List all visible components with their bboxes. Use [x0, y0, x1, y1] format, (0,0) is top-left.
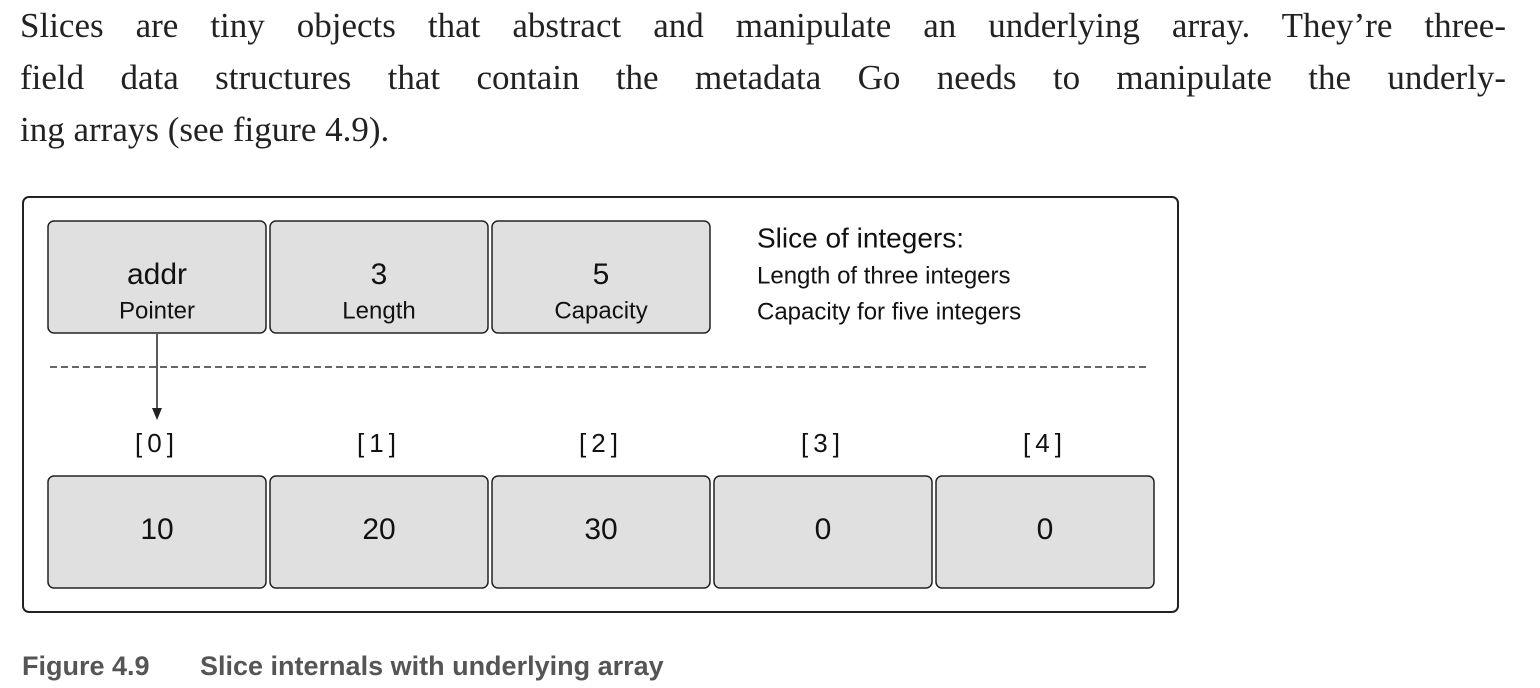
- array-index: [0]: [135, 428, 179, 458]
- caption-text: Slice internals with underlying array: [200, 651, 664, 681]
- paragraph-line: field data structures that contain the m…: [20, 58, 1506, 97]
- array-value: 30: [584, 513, 617, 546]
- arrow-head: [152, 408, 162, 420]
- cell-box: [491, 220, 711, 334]
- cell-box: [713, 475, 933, 589]
- array-index: [3]: [801, 428, 845, 458]
- field-value: addr: [127, 258, 187, 291]
- description-title: Slice of integers:: [757, 222, 964, 253]
- array-value: 0: [815, 513, 832, 546]
- cell-box: [269, 475, 489, 589]
- field-value: 3: [371, 258, 388, 291]
- field-label: Length: [342, 297, 415, 324]
- description-line: Capacity for five integers: [757, 298, 1021, 325]
- cell-box: [47, 220, 267, 334]
- description-line: Length of three integers: [757, 262, 1011, 289]
- figure-frame: [22, 196, 1179, 613]
- array-value: 20: [362, 513, 395, 546]
- field-label: Pointer: [119, 297, 195, 324]
- caption-number: Figure 4.9: [22, 651, 150, 681]
- cell-box: [935, 475, 1155, 589]
- cell-box: [491, 475, 711, 589]
- array-value: 0: [1037, 513, 1054, 546]
- field-label: Capacity: [554, 297, 647, 324]
- cell-box: [47, 475, 267, 589]
- paragraph-line: ing arrays (see figure 4.9).: [20, 110, 390, 149]
- paragraph-line: Slices are tiny objects that abstract an…: [20, 6, 1506, 45]
- array-index: [1]: [357, 428, 401, 458]
- paragraph: Slices are tiny objects that abstract an…: [20, 0, 1506, 156]
- cell-box: [269, 220, 489, 334]
- field-value: 5: [593, 258, 610, 291]
- array-index: [4]: [1023, 428, 1067, 458]
- array-index: [2]: [579, 428, 623, 458]
- array-value: 10: [140, 513, 173, 546]
